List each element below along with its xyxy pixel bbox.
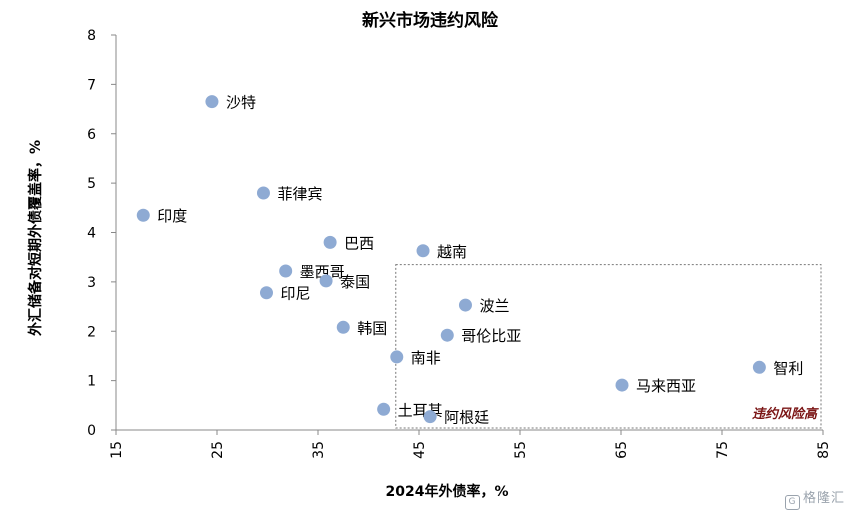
risk-region: 违约风险高: [395, 264, 822, 429]
y-tick-label: 8: [87, 28, 96, 44]
data-point: [390, 350, 404, 364]
x-tick-label: 85: [816, 441, 832, 459]
x-tick-label: 75: [715, 441, 731, 459]
risk-region-label: 违约风险高: [752, 406, 819, 422]
data-point-label: 阿根廷: [444, 409, 489, 427]
data-point: [458, 298, 472, 312]
x-tick-label: 65: [614, 441, 630, 459]
risk-region-box: [395, 264, 822, 429]
data-point-label: 马来西亚: [636, 377, 696, 395]
data-point-label: 哥伦比亚: [461, 327, 521, 345]
data-point-label: 越南: [437, 243, 467, 261]
data-point-label: 泰国: [340, 273, 370, 291]
data-point: [423, 410, 437, 424]
data-point: [279, 264, 293, 278]
data-point-label: 智利: [773, 359, 803, 377]
data-point-label: 韩国: [357, 319, 387, 337]
y-tick-label: 5: [87, 176, 96, 192]
data-point: [752, 360, 766, 374]
y-tick-label: 4: [87, 226, 96, 242]
x-tick-label: 25: [210, 441, 226, 459]
data-point: [377, 402, 391, 416]
data-point: [205, 95, 219, 109]
y-tick-label: 2: [87, 324, 96, 340]
watermark: G 格隆汇: [784, 487, 845, 510]
y-tick-label: 1: [87, 374, 96, 390]
x-axis-title: 2024年外债率，%: [386, 483, 509, 500]
x-tick-label: 55: [513, 441, 529, 459]
data-point-label: 南非: [411, 349, 441, 367]
x-tick-label: 35: [311, 441, 327, 459]
data-point-label: 波兰: [479, 297, 509, 315]
data-point: [259, 286, 273, 300]
data-point-label: 印度: [157, 207, 187, 225]
data-point: [319, 274, 333, 288]
data-point-label: 印尼: [280, 285, 310, 303]
data-point-label: 巴西: [344, 234, 374, 252]
data-point-label: 沙特: [226, 94, 256, 112]
chart-title: 新兴市场违约风险: [362, 10, 499, 31]
data-point-label: 墨西哥: [300, 263, 345, 281]
y-tick-label: 3: [87, 275, 96, 291]
y-tick-label: 7: [87, 77, 96, 93]
watermark-logo-icon: G: [784, 495, 800, 510]
y-tick-label: 6: [87, 127, 96, 143]
data-point: [336, 320, 350, 334]
data-point-label: 菲律宾: [277, 185, 322, 203]
watermark-text: 格隆汇: [802, 491, 845, 506]
data-point: [615, 378, 629, 392]
x-tick-label: 45: [412, 441, 428, 459]
data-point: [416, 244, 430, 258]
data-point: [323, 235, 337, 249]
y-tick-label: 0: [87, 423, 96, 439]
x-tick-label: 15: [109, 441, 125, 459]
data-point: [256, 186, 270, 200]
y-axis-title: 外汇储备对短期外债覆盖率，%: [27, 140, 44, 336]
data-point: [136, 208, 150, 222]
data-point: [440, 328, 454, 342]
